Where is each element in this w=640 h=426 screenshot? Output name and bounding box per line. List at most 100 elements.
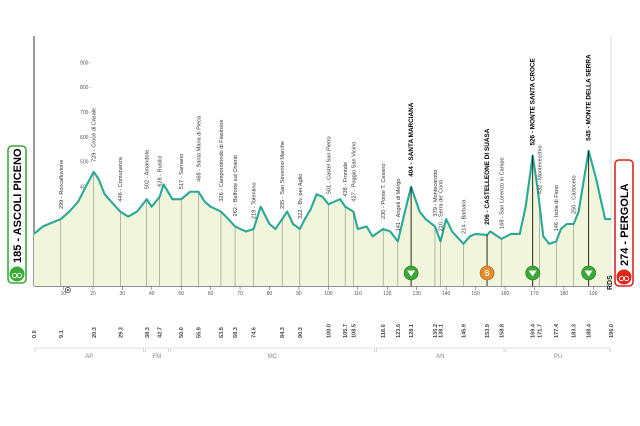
finish-badge-bike-wheel <box>623 275 630 282</box>
place-label: 517 - Sarnano <box>179 154 185 189</box>
region-label: FM <box>153 354 162 360</box>
km-label: 29.3 <box>118 327 124 338</box>
km-labels: 0.0 9.1 20.3 29.3 38.3 42.7 50.0 55.9 63.5 68.3 74… <box>32 323 615 338</box>
place-labels: 299 - Roccafluvione 729 - Croce di Casale… <box>59 54 593 234</box>
profile-area <box>34 150 611 286</box>
place-label: 729 - Croce di Casale <box>92 108 98 162</box>
km-label: 145.9 <box>462 324 468 338</box>
y-tick-label: 500 <box>80 160 89 166</box>
place-label: 235 - San Severino Marche <box>280 141 286 209</box>
start-badge-label: 185 - ASCOLI PICENO <box>12 148 24 263</box>
region-label: PU <box>554 354 562 360</box>
y-tick-label: 700 <box>80 110 89 116</box>
km-label: 196.0 <box>609 324 615 338</box>
x-tick-label: 130 <box>413 291 422 297</box>
place-label: 210 - Serra de' Conti <box>439 180 445 231</box>
place-label: 322 - Bv. per Aglio <box>298 174 304 219</box>
start-badge-icon <box>9 266 25 282</box>
km-label: 108.5 <box>351 324 357 338</box>
place-label: 218 - Tolentino <box>252 182 258 219</box>
x-tick-label: 90 <box>296 291 302 297</box>
km-label: 90.3 <box>298 327 304 338</box>
km-label: 171.7 <box>537 324 543 338</box>
x-tick-label: 120 <box>383 291 392 297</box>
x-tick-label: 80 <box>267 291 273 297</box>
place-label: 250 - Cartoceto <box>572 175 578 214</box>
km-label: 169.4 <box>531 323 537 338</box>
place-label: 446 - Comunanza <box>118 156 124 201</box>
km-label: 63.5 <box>219 327 225 338</box>
km-label: 177.4 <box>554 323 560 338</box>
start-badge-frame <box>7 145 27 284</box>
gpm-triangle-icon <box>584 270 593 277</box>
km-label: 158.8 <box>499 324 505 338</box>
x-tick-label: 30 <box>120 291 126 297</box>
region-label: MC <box>268 354 278 360</box>
km-label: 0.0 <box>32 330 38 338</box>
x-tick-label: 140 <box>442 291 451 297</box>
climb-markers: S <box>403 265 596 281</box>
place-label: 404 - SANTA MARCIANA <box>408 102 415 177</box>
start-finish-badges: 185 - ASCOLI PICENO 274 - PERGOLA <box>7 145 634 287</box>
start-badge-bike-wheel <box>11 272 18 279</box>
place-label: 206 - CASTELLEONE DI SUASA <box>484 128 491 225</box>
km-label: 183.3 <box>572 324 578 338</box>
x-tick-label: 170 <box>530 291 539 297</box>
place-label: 326 - Camporotondo di Fiastrone <box>219 120 225 202</box>
km-label: 118.6 <box>381 324 387 338</box>
finish-badge-label: 274 - PERGOLA <box>619 183 631 266</box>
km-label: 136.2 <box>433 324 439 338</box>
x-tick-label: 190 <box>589 291 598 297</box>
gpm-triangle-icon <box>528 270 537 277</box>
sprint-icon-label: S <box>484 269 490 278</box>
km-label: 55.9 <box>197 327 203 338</box>
sprint-icon <box>479 265 495 281</box>
x-tick-label: 100 <box>324 291 333 297</box>
finish-badge-icon <box>616 269 632 285</box>
km-label: 9.1 <box>59 330 65 338</box>
place-label: 526 - MONTE SANTA CROCE <box>530 57 537 145</box>
y-tick-label: 600 <box>80 135 89 141</box>
place-label: 299 - Roccafluvione <box>59 160 65 209</box>
finish-badge-frame <box>614 159 634 287</box>
photo-point-icon-dot <box>66 289 69 291</box>
x-tick-label: 70 <box>237 291 243 297</box>
brand-logo-text: RDS <box>607 275 614 290</box>
x-tick-label: 160 <box>501 291 510 297</box>
place-label: 230 - Ponte T. Cesano <box>381 163 387 219</box>
km-label: 100.0 <box>326 324 332 338</box>
x-tick-label: 60 <box>208 291 214 297</box>
y-tick-label: 800 <box>80 85 89 91</box>
km-label: 42.7 <box>158 327 164 338</box>
place-label: 427 - Poggio San Vicino <box>351 142 357 202</box>
x-tick-label: 20 <box>90 291 96 297</box>
km-label: 38.3 <box>145 327 151 338</box>
x-tick-label: 180 <box>560 291 569 297</box>
place-label: 628 - Rustici <box>158 156 164 187</box>
start-badge-bike-wheel <box>16 272 23 279</box>
region-label: AN <box>436 354 444 360</box>
place-label: 141 - Angeli di Mergo <box>396 178 402 231</box>
km-label: 74.6 <box>252 327 258 338</box>
place-label: 146 - Isola di Fano <box>554 185 560 231</box>
km-label: 138.1 <box>439 324 445 338</box>
x-tick-label: 110 <box>354 291 362 297</box>
x-tick-label: 40 <box>149 291 155 297</box>
km-label: 123.6 <box>396 324 402 338</box>
x-tick-label: 10 <box>61 291 67 297</box>
y-tick-label: 900 <box>80 60 89 66</box>
place-label: 262 - Belforte sul Chienti <box>233 155 239 216</box>
profile-line <box>33 149 611 245</box>
km-label: 153.9 <box>485 324 491 338</box>
km-label: 105.7 <box>343 324 349 338</box>
region-label: AP <box>85 354 93 360</box>
place-label: 501 - Castel San Pietro <box>326 136 332 194</box>
place-label: 468 - Santa Maria di Pieca <box>197 115 203 182</box>
place-label: 502 - Amandola <box>145 149 151 189</box>
km-label: 50.0 <box>179 327 185 338</box>
km-label: 188.4 <box>587 323 593 338</box>
place-label: 432 - Montevecchio <box>537 145 543 194</box>
place-label: 168 - San Lorenzo in Campo <box>499 157 505 229</box>
province-bands: AP FM MC AN PU <box>34 347 611 360</box>
